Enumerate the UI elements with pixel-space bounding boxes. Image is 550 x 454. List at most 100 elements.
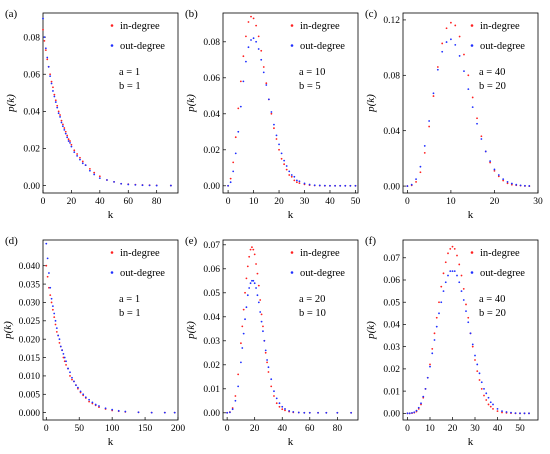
series-in-degree	[42, 28, 172, 187]
data-point	[431, 347, 434, 350]
data-point	[519, 184, 522, 187]
data-point	[81, 162, 84, 165]
param-annotation: b = 5	[299, 81, 321, 92]
param-annotation: a = 10	[299, 67, 325, 78]
data-point	[275, 134, 278, 137]
legend-entry: out-degree	[300, 41, 345, 52]
data-point	[259, 299, 262, 301]
axes-frame	[42, 239, 179, 421]
data-point	[497, 175, 500, 178]
data-point	[267, 98, 270, 101]
data-point	[329, 184, 331, 187]
legend-entry: out-degree	[120, 41, 165, 52]
data-point	[56, 106, 59, 109]
y-tick-label: 0.01	[383, 387, 400, 397]
data-point	[429, 363, 431, 366]
data-point	[231, 408, 234, 411]
legend-entry: out-degree	[480, 41, 525, 52]
data-point	[84, 164, 87, 167]
data-point	[73, 380, 75, 383]
panel-b: (b) 0 10 20 30 40 50 0.00 0.02 0.04 0.06 0.08 k p(k) i…	[185, 8, 360, 221]
data-point	[515, 183, 518, 186]
data-point	[71, 378, 73, 381]
data-point	[63, 129, 66, 131]
data-point	[49, 75, 52, 77]
data-point	[260, 320, 263, 323]
data-point	[336, 411, 339, 414]
data-point	[257, 35, 260, 38]
data-point	[528, 412, 530, 415]
data-point	[445, 27, 448, 30]
data-point	[53, 93, 56, 96]
data-point	[429, 365, 431, 368]
data-point	[253, 253, 256, 256]
y-tick-label: 0.000	[19, 409, 41, 419]
data-point	[410, 183, 413, 186]
data-point	[46, 56, 49, 59]
data-point	[428, 125, 431, 128]
data-point	[43, 36, 46, 39]
series-out-degree	[227, 37, 357, 187]
data-point	[242, 332, 245, 335]
data-point	[69, 140, 71, 142]
data-point	[249, 248, 252, 251]
data-point	[288, 174, 291, 176]
data-point	[288, 409, 291, 412]
data-point	[59, 345, 62, 348]
data-point	[281, 408, 284, 411]
y-tick-label: 0.010	[19, 372, 41, 382]
data-point	[237, 385, 240, 388]
data-point	[48, 272, 50, 274]
data-point	[246, 265, 249, 268]
data-point	[436, 66, 439, 68]
data-point	[237, 130, 240, 133]
data-point	[273, 395, 275, 397]
data-point	[251, 246, 253, 249]
data-point	[489, 405, 492, 408]
data-point	[70, 143, 73, 146]
data-point	[284, 409, 286, 412]
y-tick-label: 0.07	[203, 241, 220, 251]
data-point	[474, 359, 476, 361]
data-point	[406, 412, 409, 415]
data-point	[293, 179, 296, 182]
data-point	[257, 284, 260, 287]
data-point	[98, 175, 101, 178]
data-point	[73, 151, 76, 154]
data-point	[237, 373, 240, 376]
x-tick-label: 30	[470, 424, 480, 434]
data-point	[344, 184, 347, 187]
data-point	[88, 400, 90, 403]
data-point	[260, 58, 263, 61]
legend-entry: out-degree	[300, 268, 345, 279]
data-point	[61, 349, 63, 352]
data-point	[290, 174, 293, 176]
data-point	[264, 349, 267, 352]
data-point	[506, 181, 509, 183]
data-point	[303, 411, 306, 414]
data-point	[45, 264, 48, 267]
panel-label: (a)	[5, 8, 18, 20]
data-point	[255, 287, 257, 289]
data-point	[489, 161, 491, 164]
data-point	[458, 281, 461, 284]
data-point	[471, 106, 474, 109]
data-point	[435, 316, 438, 319]
data-point	[62, 352, 65, 355]
data-point	[280, 157, 283, 160]
y-tick-label: 0.06	[203, 265, 220, 275]
data-point	[234, 399, 237, 402]
x-tick-label: 10	[446, 197, 456, 207]
data-point	[295, 181, 298, 184]
data-point	[252, 248, 255, 251]
legend-marker	[470, 271, 474, 274]
y-tick-label: 0.040	[19, 262, 41, 272]
data-point	[480, 381, 483, 384]
y-tick-label: 0.07	[383, 254, 400, 264]
data-point	[250, 39, 252, 41]
legend-marker	[470, 44, 474, 47]
legend-marker	[110, 24, 114, 27]
data-point	[478, 379, 481, 381]
x-tick-label: 150	[138, 424, 153, 434]
data-point	[71, 376, 73, 379]
